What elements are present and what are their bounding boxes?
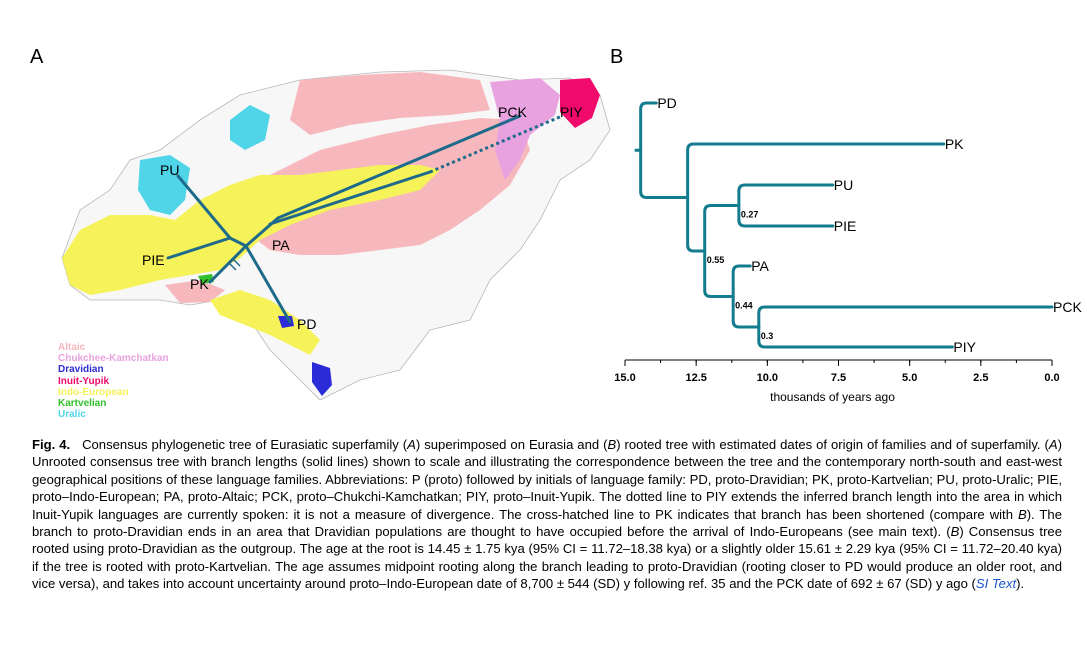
region-dravidian bbox=[312, 362, 332, 396]
tip-label-pd: PD bbox=[657, 95, 676, 111]
tree-edges bbox=[634, 101, 1054, 349]
branch-pie bbox=[166, 236, 232, 260]
legend-chukchee-kamchatkan: Chukchee-Kamchatkan bbox=[58, 353, 169, 365]
region-indo-european-south bbox=[210, 290, 320, 355]
legend-indo-european: Indo-European bbox=[58, 386, 129, 398]
map-label-pie: PIE bbox=[142, 252, 165, 268]
caption-ref-b2: B bbox=[1017, 506, 1027, 522]
support-055: 0.55 bbox=[707, 255, 725, 265]
tip-label-pa: PA bbox=[751, 258, 769, 274]
x-tick-label: 12.5 bbox=[685, 372, 706, 384]
edge-rest bbox=[639, 148, 690, 199]
edge-pie bbox=[737, 204, 835, 228]
legend-inuit-yupik: Inuit-Yupik bbox=[58, 375, 110, 387]
region-dravidian-north bbox=[278, 316, 294, 328]
region-uralic-east bbox=[230, 105, 270, 150]
tree-axis: 15.0 12.5 10.0 7.5 5.0 2.5 0.0 thousands of yea… bbox=[614, 359, 1060, 404]
region-inuit-yupik bbox=[560, 78, 600, 128]
caption-ref-b: B bbox=[607, 437, 617, 452]
caption-ref-a2: A bbox=[1048, 437, 1058, 452]
branch-pu bbox=[176, 174, 232, 240]
map-legend: Altaic Chukchee-Kamchatkan Dravidian Inu… bbox=[58, 342, 169, 420]
edge-pa bbox=[731, 264, 752, 298]
tip-label-pu: PU bbox=[834, 177, 853, 193]
caption-text-1: Consensus phylogenetic tree of Eurasiati… bbox=[82, 437, 408, 452]
figure-caption: Fig. 4. Consensus phylogenetic tree of E… bbox=[32, 436, 1062, 593]
map-label-pd: PD bbox=[297, 316, 316, 332]
caption-text-7: ) Unrooted consensus tree with branch le… bbox=[32, 437, 1062, 522]
x-tick-label: 15.0 bbox=[614, 372, 635, 384]
map-label-piy: PIY bbox=[560, 104, 583, 120]
legend-kartvelian: Kartvelian bbox=[58, 398, 107, 410]
region-indo-european bbox=[62, 165, 440, 295]
caption-text-3: ) superimposed on Eurasia and ( bbox=[415, 437, 608, 452]
edge-pck bbox=[757, 305, 1054, 329]
region-uralic bbox=[138, 155, 190, 215]
region-altaic-east bbox=[290, 72, 490, 135]
caption-text-13: ). bbox=[1016, 576, 1025, 592]
branch-pck bbox=[276, 114, 522, 220]
legend-dravidian: Dravidian bbox=[58, 364, 104, 376]
eurasia-map: PCK PIY PU PA PIE PK PD bbox=[61, 69, 611, 401]
region-chukchee-kamchatkan bbox=[490, 78, 560, 180]
caption-ref-b3: B bbox=[950, 524, 960, 540]
x-tick-label: 7.5 bbox=[831, 372, 846, 384]
cross-hatch bbox=[227, 257, 241, 271]
map-label-pa: PA bbox=[272, 237, 290, 253]
tree-labels: PD PK PU PIE PA PCK PIY 0.27 0.55 0.44 0.3 bbox=[657, 95, 1082, 355]
branch-to-piy-solid bbox=[268, 170, 432, 226]
branch-pk bbox=[208, 244, 248, 284]
panel-a-label: A bbox=[30, 46, 44, 68]
support-044: 0.44 bbox=[735, 301, 753, 311]
x-axis-label: thousands of years ago bbox=[770, 390, 895, 404]
edge-n027 bbox=[703, 204, 741, 253]
branch-pd bbox=[244, 244, 292, 324]
support-027: 0.27 bbox=[741, 210, 759, 220]
caption-text-11: ) Consensus tree rooted using proto-Drav… bbox=[32, 524, 1062, 592]
x-tick-label: 10.0 bbox=[757, 372, 778, 384]
panel-b-label: B bbox=[610, 46, 624, 68]
edge-n03 bbox=[731, 295, 761, 329]
edge-pu bbox=[737, 183, 835, 207]
map-label-pu: PU bbox=[160, 162, 179, 178]
tip-label-piy: PIY bbox=[953, 339, 976, 355]
si-text-link[interactable]: SI Text bbox=[975, 576, 1017, 592]
map-label-pk: PK bbox=[190, 276, 209, 292]
tip-label-pie: PIE bbox=[834, 218, 857, 234]
map-tree bbox=[166, 114, 522, 324]
caption-text-5: ) rooted tree with estimated dates of or… bbox=[616, 437, 1049, 452]
caption-fig-label: Fig. 4. bbox=[32, 437, 71, 452]
legend-altaic: Altaic bbox=[58, 342, 86, 353]
edge-pd bbox=[639, 101, 658, 152]
edge-n044 bbox=[703, 249, 735, 298]
edge-pk bbox=[686, 142, 946, 199]
tip-label-pk: PK bbox=[945, 136, 964, 152]
region-altaic-turkey bbox=[165, 280, 225, 303]
caption-ref-a: A bbox=[407, 437, 416, 452]
branch-core bbox=[228, 236, 248, 248]
rooted-tree: PD PK PU PIE PA PCK PIY 0.27 0.55 0.44 0.3 15.0 12.… bbox=[614, 95, 1082, 404]
x-tick-label: 5.0 bbox=[902, 372, 917, 384]
tip-label-pck: PCK bbox=[1053, 299, 1082, 315]
x-tick-label: 0.0 bbox=[1044, 372, 1059, 384]
edge-piy bbox=[757, 325, 954, 349]
support-03: 0.3 bbox=[761, 331, 774, 341]
map-label-pck: PCK bbox=[498, 104, 527, 120]
edge-n055 bbox=[686, 196, 707, 253]
x-tick-label: 2.5 bbox=[973, 372, 988, 384]
caption-text-9: ). The branch to proto-Dravidian ends in… bbox=[32, 506, 1062, 540]
legend-uralic: Uralic bbox=[58, 409, 86, 421]
